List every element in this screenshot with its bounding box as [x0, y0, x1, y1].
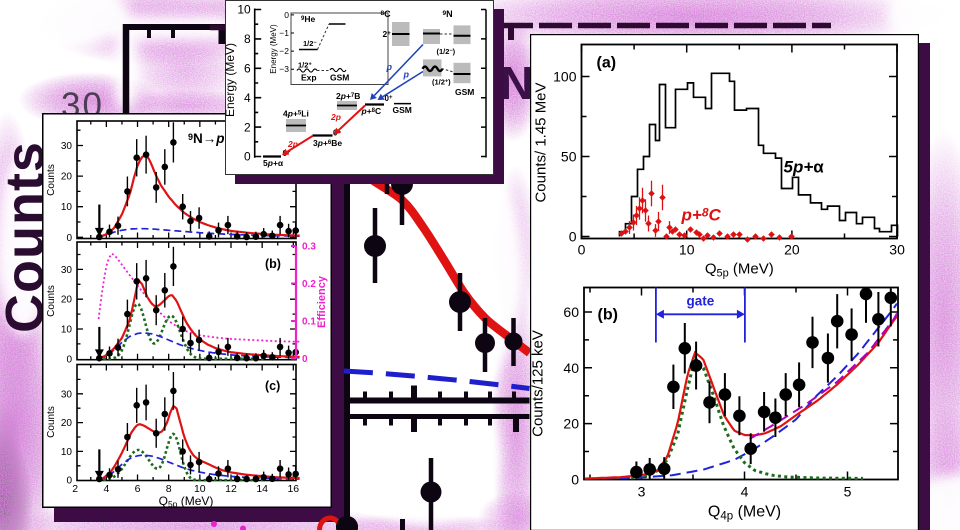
svg-text:6: 6	[135, 483, 141, 495]
svg-text:30: 30	[61, 265, 73, 276]
svg-text:50: 50	[560, 148, 576, 164]
svg-text:4: 4	[103, 483, 109, 495]
svg-text:0: 0	[568, 228, 576, 244]
svg-text:10: 10	[678, 241, 694, 257]
svg-text:10: 10	[61, 447, 73, 458]
svg-text:0: 0	[244, 150, 251, 164]
svg-text:Counts: Counts	[46, 164, 57, 196]
svg-text:16: 16	[287, 483, 299, 495]
svg-text:Energy (MeV): Energy (MeV)	[269, 24, 278, 74]
svg-text:20: 20	[784, 241, 800, 257]
svg-text:2p: 2p	[330, 112, 341, 122]
svg-text:3p+6Be: 3p+6Be	[313, 138, 342, 148]
svg-text:0.3: 0.3	[302, 242, 316, 253]
svg-text:8C: 8C	[381, 9, 392, 19]
svg-text:2: 2	[244, 120, 251, 134]
svg-text:Efficiency: Efficiency	[316, 275, 328, 328]
svg-text:0.2: 0.2	[302, 279, 316, 290]
svg-text:p+8C: p+8C	[680, 205, 721, 224]
svg-text:20: 20	[61, 295, 73, 306]
svg-text:30: 30	[61, 141, 73, 152]
svg-text:p: p	[403, 70, 410, 80]
svg-text:GSM: GSM	[455, 87, 474, 97]
svg-text:0+: 0+	[385, 94, 393, 103]
svg-text:0: 0	[302, 354, 308, 365]
svg-text:5p+α: 5p+α	[263, 158, 284, 168]
svg-text:Counts: Counts	[46, 406, 57, 438]
svg-text:5p+α: 5p+α	[783, 157, 824, 176]
svg-text:p: p	[386, 62, 393, 72]
svg-text:gate: gate	[686, 293, 714, 308]
svg-text:30: 30	[889, 241, 905, 257]
svg-text:(b): (b)	[265, 257, 281, 271]
svg-text:12: 12	[225, 483, 237, 495]
svg-text:(b): (b)	[597, 306, 617, 323]
svg-text:20: 20	[61, 172, 73, 183]
svg-text:Q5p (MeV): Q5p (MeV)	[159, 494, 214, 508]
svg-text:2p+7B: 2p+7B	[336, 91, 360, 101]
svg-text:Energy (MeV): Energy (MeV)	[225, 43, 237, 117]
svg-text:−1: −1	[279, 28, 289, 38]
svg-text:−2: −2	[279, 46, 289, 56]
svg-text:4: 4	[244, 91, 251, 105]
svg-text:0: 0	[66, 233, 72, 244]
svg-text:Counts/125 keV: Counts/125 keV	[530, 330, 547, 437]
svg-text:Exp: Exp	[301, 73, 317, 83]
svg-text:8: 8	[244, 32, 251, 46]
svg-text:14: 14	[256, 483, 268, 495]
svg-text:(1/2−): (1/2−)	[437, 47, 456, 56]
svg-text:1/2+: 1/2+	[298, 61, 312, 70]
svg-text:5: 5	[843, 483, 851, 499]
svg-text:2: 2	[72, 483, 78, 495]
svg-text:10: 10	[61, 325, 73, 336]
svg-text:0: 0	[284, 10, 289, 20]
svg-text:−3: −3	[279, 64, 289, 74]
svg-text:4p+5Li: 4p+5Li	[283, 109, 309, 119]
svg-text:Q4p (MeV): Q4p (MeV)	[707, 503, 780, 522]
svg-text:9He: 9He	[301, 14, 315, 24]
svg-text:9N: 9N	[443, 9, 453, 19]
svg-text:6: 6	[244, 62, 251, 76]
svg-text:Counts: Counts	[46, 285, 57, 317]
svg-text:0: 0	[577, 241, 585, 257]
svg-text:0: 0	[571, 471, 579, 487]
svg-text:2+: 2+	[383, 29, 392, 39]
svg-text:(c): (c)	[265, 379, 280, 393]
svg-text:60: 60	[563, 304, 579, 320]
svg-text:p+8C: p+8C	[361, 106, 382, 116]
svg-text:1/2−: 1/2−	[303, 39, 317, 48]
svg-text:0: 0	[66, 476, 72, 487]
svg-text:Q5p (MeV): Q5p (MeV)	[704, 260, 773, 279]
svg-text:30: 30	[61, 389, 73, 400]
svg-text:Counts/ 1.45 MeV: Counts/ 1.45 MeV	[532, 82, 549, 202]
svg-text:10: 10	[61, 202, 73, 213]
svg-text:GSM: GSM	[393, 105, 412, 115]
svg-text:8: 8	[166, 483, 172, 495]
svg-text:20: 20	[61, 418, 73, 429]
svg-text:2p: 2p	[287, 139, 298, 149]
svg-text:GSM: GSM	[330, 73, 349, 83]
svg-text:3: 3	[637, 483, 645, 499]
svg-text:N: N	[500, 57, 533, 109]
svg-text:40: 40	[563, 359, 579, 375]
svg-text:4: 4	[740, 483, 748, 499]
svg-text:(1/2+): (1/2+)	[432, 78, 451, 87]
svg-text:0: 0	[66, 354, 72, 365]
svg-text:0.1: 0.1	[302, 317, 316, 328]
svg-text:10: 10	[237, 3, 251, 17]
svg-text:(a): (a)	[596, 54, 616, 71]
svg-text:100: 100	[553, 68, 577, 84]
svg-text:20: 20	[563, 415, 579, 431]
svg-text:10: 10	[194, 483, 206, 495]
